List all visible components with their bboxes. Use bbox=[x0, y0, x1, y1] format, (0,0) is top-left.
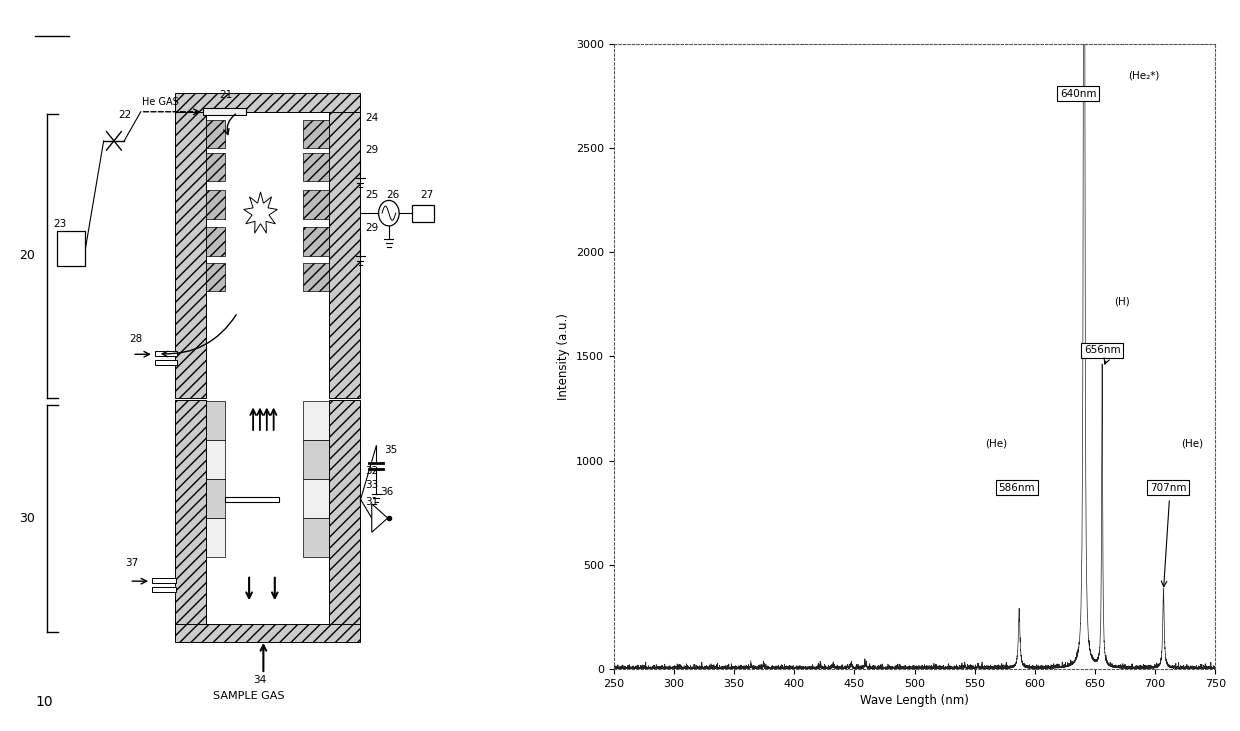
Text: 35: 35 bbox=[384, 445, 398, 455]
Text: 24: 24 bbox=[365, 113, 378, 123]
Text: 21: 21 bbox=[219, 91, 233, 100]
Text: 586nm: 586nm bbox=[998, 482, 1035, 493]
Bar bbox=[206, 120, 224, 148]
Text: 20: 20 bbox=[19, 249, 35, 262]
Bar bbox=[304, 191, 329, 219]
Bar bbox=[206, 262, 224, 291]
Bar bbox=[304, 153, 329, 181]
Bar bbox=[175, 400, 206, 634]
Text: (He): (He) bbox=[1182, 438, 1204, 448]
Text: 28: 28 bbox=[129, 334, 143, 344]
Bar bbox=[304, 479, 329, 518]
Text: 32: 32 bbox=[365, 466, 378, 476]
Text: 640nm: 640nm bbox=[1060, 89, 1096, 99]
Text: 34: 34 bbox=[253, 675, 267, 684]
Bar bbox=[175, 103, 206, 398]
Bar bbox=[155, 360, 176, 365]
Text: SAMPLE GAS: SAMPLE GAS bbox=[213, 691, 285, 701]
Bar bbox=[206, 153, 224, 181]
Text: 22: 22 bbox=[119, 110, 131, 120]
Bar bbox=[203, 108, 247, 115]
Text: 31: 31 bbox=[365, 497, 378, 507]
Text: He GAS: He GAS bbox=[143, 97, 180, 107]
Bar bbox=[304, 262, 329, 291]
Bar bbox=[329, 400, 361, 634]
Text: 29: 29 bbox=[365, 223, 378, 233]
Text: (H): (H) bbox=[1115, 296, 1130, 306]
Bar bbox=[175, 624, 361, 642]
Polygon shape bbox=[372, 504, 388, 532]
Text: 26: 26 bbox=[386, 189, 399, 200]
Bar bbox=[304, 518, 329, 557]
Bar bbox=[304, 401, 329, 440]
Text: (He₂*): (He₂*) bbox=[1128, 70, 1159, 80]
Text: 36: 36 bbox=[379, 488, 393, 497]
Bar bbox=[206, 401, 224, 440]
Polygon shape bbox=[244, 192, 278, 233]
Text: 33: 33 bbox=[365, 480, 378, 491]
Bar bbox=[304, 227, 329, 256]
Bar bbox=[206, 191, 224, 219]
Bar bbox=[57, 231, 86, 266]
Text: (He): (He) bbox=[986, 438, 1007, 448]
Bar bbox=[155, 352, 176, 357]
Y-axis label: Intensity (a.u.): Intensity (a.u.) bbox=[558, 313, 570, 400]
Bar bbox=[224, 497, 279, 501]
Text: 23: 23 bbox=[53, 219, 67, 230]
Text: 30: 30 bbox=[19, 512, 35, 525]
Text: 29: 29 bbox=[365, 145, 378, 155]
Bar bbox=[206, 518, 224, 557]
Text: 27: 27 bbox=[420, 189, 434, 200]
Text: 656nm: 656nm bbox=[1084, 345, 1121, 355]
Bar bbox=[153, 578, 176, 583]
Text: 707nm: 707nm bbox=[1149, 482, 1187, 493]
X-axis label: Wave Length (nm): Wave Length (nm) bbox=[861, 694, 968, 707]
Text: 25: 25 bbox=[365, 189, 378, 200]
Bar bbox=[304, 440, 329, 479]
Bar bbox=[206, 227, 224, 256]
Bar bbox=[153, 587, 176, 592]
Text: 37: 37 bbox=[125, 558, 139, 568]
Text: 10: 10 bbox=[35, 695, 53, 709]
Circle shape bbox=[378, 200, 399, 226]
Bar bbox=[329, 103, 361, 398]
Bar bbox=[175, 93, 361, 113]
Bar bbox=[206, 479, 224, 518]
Bar bbox=[304, 120, 329, 148]
Bar bbox=[206, 440, 224, 479]
Bar bbox=[412, 205, 434, 221]
